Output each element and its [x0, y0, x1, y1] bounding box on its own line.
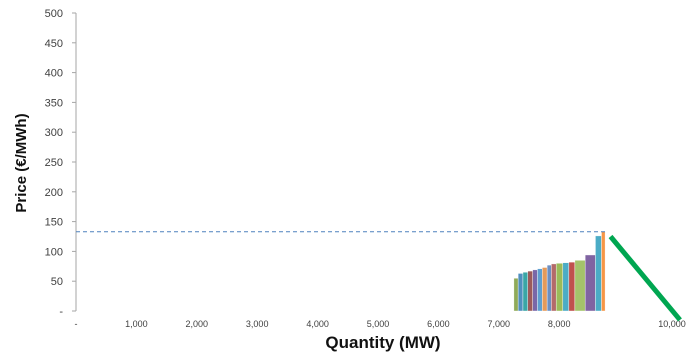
supply-block-9	[551, 263, 557, 312]
y-axis-ticks: - 50 100 150 200 250 300 350 400 450 500	[45, 8, 76, 318]
x-axis-ticks: - 1,000 2,000 3,000 4,000 5,000 6,000 7,000 8,00…	[75, 319, 686, 329]
y-tick-label: 350	[45, 97, 63, 109]
y-tick-label: 50	[51, 276, 63, 288]
supply-block-7	[542, 267, 548, 312]
supply-block-3	[522, 272, 528, 312]
y-tick-label: 450	[45, 38, 63, 50]
y-tick-label: 400	[45, 68, 63, 80]
supply-block-14	[584, 254, 596, 312]
supply-block-2	[517, 273, 524, 312]
x-tick-label: 3,000	[246, 319, 269, 329]
y-tick-label: 100	[45, 246, 63, 258]
x-tick-label: 4,000	[306, 319, 329, 329]
x-axis-title: Quantity (MW)	[325, 333, 440, 352]
supply-block-10	[555, 263, 564, 312]
supply-block-4	[527, 270, 533, 312]
x-tick-label: 8,000	[548, 319, 571, 329]
supply-block-11	[562, 262, 570, 312]
supply-block-15	[595, 235, 602, 312]
y-tick-label: 150	[45, 217, 63, 229]
y-tick-label: 250	[45, 157, 63, 169]
supply-block-13	[574, 260, 586, 312]
x-tick-label: 6,000	[427, 319, 450, 329]
x-tick-label: -	[75, 319, 78, 329]
overlays	[76, 231, 682, 322]
supply-block-16	[601, 231, 606, 312]
y-tick-label: 200	[45, 187, 63, 199]
supply-blocks	[513, 231, 606, 312]
supply-block-12	[568, 261, 576, 312]
y-tick-label: 300	[45, 127, 63, 139]
supply-block-1	[513, 278, 519, 312]
x-tick-label: 5,000	[367, 319, 390, 329]
supply-block-8	[546, 264, 552, 312]
y-axis-title: Price (€/MWh)	[13, 113, 30, 212]
x-tick-label: 1,000	[125, 319, 148, 329]
demand-line	[608, 234, 682, 322]
y-tick-label: -	[59, 306, 63, 318]
x-tick-label: 10,000	[658, 319, 686, 329]
supply-block-5	[532, 269, 538, 312]
x-tick-label: 7,000	[488, 319, 511, 329]
supply-block-6	[537, 268, 543, 312]
y-tick-label: 500	[45, 8, 63, 20]
x-tick-label: 2,000	[186, 319, 209, 329]
